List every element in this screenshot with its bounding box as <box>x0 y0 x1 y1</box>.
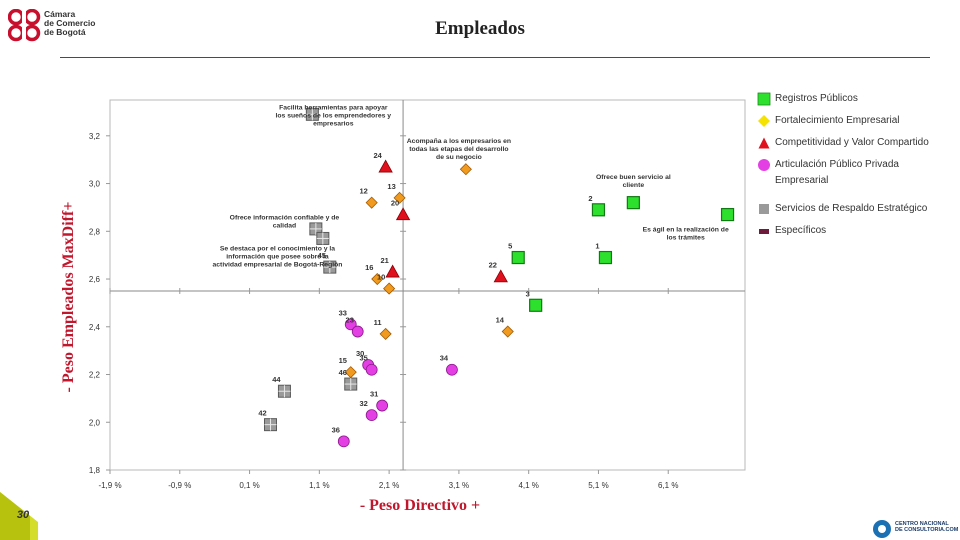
y-tick-label: 2,2 <box>89 371 101 380</box>
point-label: 16 <box>365 263 373 272</box>
fortalecimiento-point <box>383 282 396 295</box>
point-label: 31 <box>370 390 378 399</box>
y-tick-label: 1,8 <box>89 466 101 475</box>
point-label: 13 <box>387 182 395 191</box>
y-tick-label: 2,0 <box>89 418 101 427</box>
annotation: Ofrece información confiable y de calidad <box>230 214 340 229</box>
x-tick-label: 5,1 % <box>588 481 608 490</box>
point-label: 46 <box>339 368 347 377</box>
y-tick-label: 3,2 <box>89 132 101 141</box>
page-number: 30 <box>16 509 30 521</box>
maroon-rect-icon <box>759 229 769 234</box>
chart-legend: Registros Públicos Fortalecimiento Empre… <box>757 92 957 246</box>
legend-item-competitividad: Competitividad y Valor Compartido <box>757 136 957 158</box>
legend-item-registros: Registros Públicos <box>757 92 957 114</box>
registros-point <box>626 196 640 210</box>
x-tick-label: 3,1 % <box>449 481 469 490</box>
y-tick-label: 2,8 <box>89 227 101 236</box>
centro-nacional-logo-icon <box>873 520 891 538</box>
gray-square-icon <box>759 204 769 214</box>
point-label: 1 <box>595 242 599 251</box>
yellow-diamond-icon <box>758 115 770 127</box>
fortalecimiento-point <box>393 191 406 204</box>
registros-point <box>720 207 735 222</box>
point-label: 14 <box>496 316 505 325</box>
fortalecimiento-point <box>365 196 378 209</box>
articulacion-point <box>365 363 378 376</box>
camara-logo-text: Cámara de Comercio de Bogotá <box>44 9 96 37</box>
registros-point <box>591 203 606 217</box>
articulacion-point <box>446 363 458 376</box>
point-label: 21 <box>380 256 388 265</box>
plot-area <box>109 99 746 471</box>
point-label: 10 <box>377 273 385 282</box>
y-tick-label: 3,0 <box>89 180 101 189</box>
page-title: Empleados <box>435 18 525 39</box>
y-tick-label: 2,6 <box>89 275 101 284</box>
x-tick-label: 2,1 % <box>379 481 399 490</box>
point-label: 24 <box>373 151 382 160</box>
annotation: Facilita herramientas para apoyar los sue… <box>275 105 391 128</box>
fortalecimiento-point <box>371 272 384 286</box>
point-label: 3 <box>526 289 530 298</box>
legend-item-especificos: Específicos <box>757 224 957 246</box>
point-label: 42 <box>258 409 266 418</box>
page-number-badge <box>0 492 38 540</box>
point-label: 44 <box>272 375 281 384</box>
articulacion-point <box>376 399 389 412</box>
annotation: Ofrece buen servicio al cliente <box>596 174 671 189</box>
fortalecimiento-point <box>459 163 472 176</box>
legend-item-servicios: Servicios de Respaldo Estratégico <box>757 202 957 224</box>
title-divider <box>60 57 930 58</box>
footer-brand: CENTRO NACIONAL DE CONSULTORIA.COM <box>895 521 959 533</box>
competitividad-point <box>395 207 411 221</box>
point-label: 30 <box>356 349 364 358</box>
point-label: 5 <box>508 242 512 251</box>
point-label: 45 <box>318 251 326 260</box>
x-tick-label: 4,1 % <box>518 481 538 490</box>
fortalecimiento-point <box>501 325 514 338</box>
point-label: 11 <box>374 318 382 327</box>
x-tick-label: -0,9 % <box>168 481 191 490</box>
point-label: 36 <box>332 425 340 434</box>
point-label: 12 <box>360 187 368 196</box>
x-tick-label: 6,1 % <box>658 481 678 490</box>
registros-point <box>511 250 525 265</box>
articulacion-point <box>365 409 378 421</box>
articulacion-point <box>337 435 350 448</box>
competitividad-point <box>493 269 508 283</box>
red-triangle-icon <box>758 137 770 149</box>
camara-logo-mark <box>8 9 41 42</box>
annotation: Es ágil en la realización de los trámites <box>643 226 729 241</box>
competitividad-point <box>378 159 393 173</box>
articulacion-point <box>344 318 357 331</box>
point-label: 34 <box>440 354 449 363</box>
point-label: 20 <box>391 199 399 208</box>
point-label: 22 <box>489 261 497 270</box>
point-label: 15 <box>339 356 347 365</box>
registros-point <box>598 250 613 265</box>
articulacion-point <box>351 325 364 338</box>
annotation: Se destaca por el conocimiento y la infor… <box>213 245 343 268</box>
y-tick-label: 2,4 <box>89 323 101 332</box>
y-axis-label: - Peso Empleados MaxDiff+ <box>60 201 77 393</box>
annotation: Acompaña a los empresarios en todas las e… <box>407 138 511 161</box>
fortalecimiento-point <box>379 327 392 341</box>
x-tick-label: -1,9 % <box>98 481 121 490</box>
competitividad-point <box>385 264 400 278</box>
point-label: 23 <box>346 316 354 325</box>
registros-point <box>529 298 543 312</box>
legend-item-articulacion: Articulación Público Privada Empresarial <box>757 158 957 202</box>
point-label: 35 <box>360 354 368 363</box>
x-tick-label: 1,1 % <box>309 481 329 490</box>
point-label: 2 <box>588 194 592 203</box>
point-label: 33 <box>339 308 347 317</box>
point-label: 32 <box>360 399 368 408</box>
legend-item-fortalecimiento: Fortalecimiento Empresarial <box>757 114 957 136</box>
green-square-icon <box>757 92 771 106</box>
x-axis-label: - Peso Directivo + <box>359 497 481 514</box>
magenta-circle-icon <box>758 159 770 171</box>
x-tick-label: 0,1 % <box>239 481 259 490</box>
